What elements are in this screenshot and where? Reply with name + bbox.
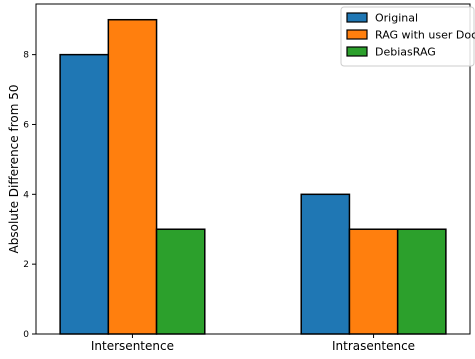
plot-area-frame <box>35 3 471 335</box>
y-tick-label: 6 <box>23 120 29 130</box>
legend: Original RAG with user Doc DebiasRAG <box>340 6 475 67</box>
legend-swatch-rag-with-user-doc <box>346 29 368 40</box>
legend-label-debiasrag: DebiasRAG <box>375 46 436 59</box>
bar-intrasentence-original <box>300 193 351 335</box>
bar-intrasentence-debiasrag <box>396 228 447 335</box>
y-axis-label: Absolute Difference from 50 <box>7 85 21 254</box>
y-tick-label: 2 <box>23 260 29 270</box>
y-tick-label: 4 <box>23 190 29 200</box>
legend-label-rag-with-user-doc: RAG with user Doc <box>375 29 475 42</box>
bar-intrasentence-rag-with-user-doc <box>348 228 399 335</box>
y-tick-label: 0 <box>23 330 29 340</box>
bar-intersentence-original <box>59 53 110 335</box>
y-tick-label: 8 <box>23 51 29 61</box>
bars-group <box>59 18 447 335</box>
legend-swatch-debiasrag <box>346 46 368 57</box>
legend-label-original: Original <box>375 12 418 25</box>
legend-box <box>340 6 475 67</box>
x-tick-label-intrasentence: Intrasentence <box>332 339 415 353</box>
x-tick-label-intersentence: Intersentence <box>91 339 174 353</box>
x-axis-ticks: Intersentence Intrasentence <box>91 334 415 353</box>
y-axis-ticks: 0 2 4 6 8 <box>23 51 36 340</box>
bar-intersentence-rag-with-user-doc <box>107 18 158 335</box>
bar-intersentence-debiasrag <box>155 228 206 335</box>
legend-swatch-original <box>346 12 368 23</box>
